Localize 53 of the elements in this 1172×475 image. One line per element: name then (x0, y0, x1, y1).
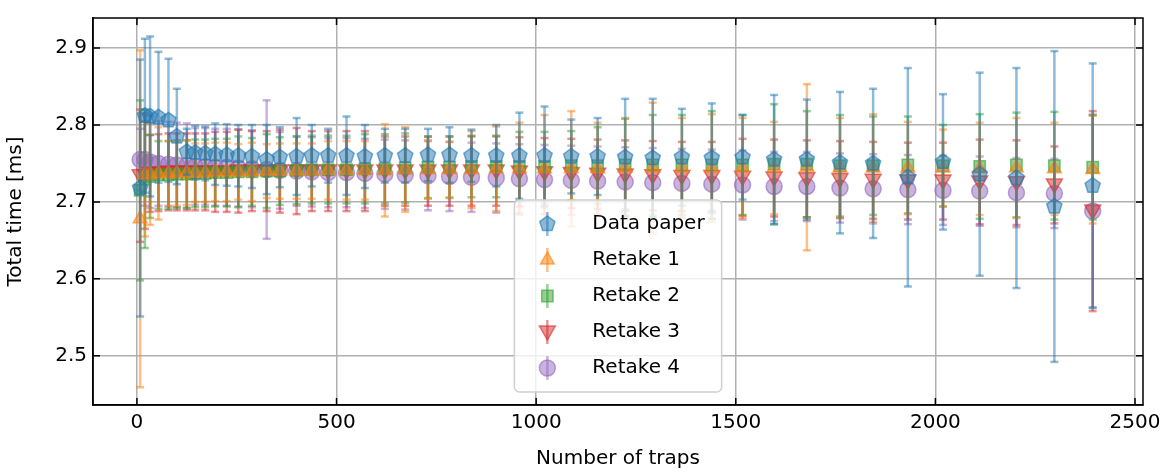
point (899, 168, 917, 185)
point (1046, 197, 1063, 214)
point (673, 148, 691, 165)
y-tick-label: 2.8 (55, 111, 87, 136)
y-tick-label: 2.7 (55, 188, 87, 213)
point (562, 147, 580, 164)
point (463, 146, 480, 163)
legend-label: Data paper (592, 210, 706, 235)
point (734, 148, 751, 165)
point (616, 148, 634, 165)
point (303, 146, 321, 163)
point (243, 147, 261, 164)
point (765, 150, 783, 167)
point (319, 146, 337, 163)
point (536, 146, 553, 163)
point (376, 146, 394, 163)
point (1084, 176, 1102, 193)
point (396, 146, 414, 163)
x-tick-label: 1000 (510, 409, 562, 434)
x-axis-title: Number of traps (536, 445, 700, 470)
x-tick-label: 2000 (909, 409, 961, 434)
legend-label: Retake 2 (592, 282, 681, 307)
point (441, 146, 458, 163)
y-tick-label: 2.9 (55, 34, 87, 59)
point (131, 179, 149, 196)
point (589, 147, 606, 164)
point (703, 149, 721, 166)
point (229, 146, 247, 163)
point (511, 146, 528, 163)
point (338, 146, 355, 163)
legend-label: Retake 1 (592, 246, 681, 271)
point (258, 150, 276, 167)
point (356, 147, 374, 164)
y-tick-label: 2.6 (55, 265, 87, 290)
point (288, 147, 305, 164)
point (798, 150, 816, 167)
x-tick-label: 0 (130, 409, 144, 434)
point (644, 149, 662, 166)
point (864, 154, 882, 171)
y-axis-title: Total time [ms] (2, 136, 27, 288)
point (168, 127, 186, 144)
point (271, 148, 289, 165)
point (160, 111, 177, 128)
point (419, 146, 437, 163)
point (487, 146, 505, 163)
x-tick-label: 500 (317, 409, 356, 434)
legend-label: Retake 4 (592, 354, 681, 379)
x-tick-label: 2500 (1109, 409, 1161, 434)
point (971, 165, 989, 182)
x-tick-label: 1500 (710, 409, 762, 434)
y-tick-label: 2.5 (55, 341, 87, 366)
legend-label: Retake 3 (592, 318, 681, 343)
point (1008, 169, 1025, 186)
